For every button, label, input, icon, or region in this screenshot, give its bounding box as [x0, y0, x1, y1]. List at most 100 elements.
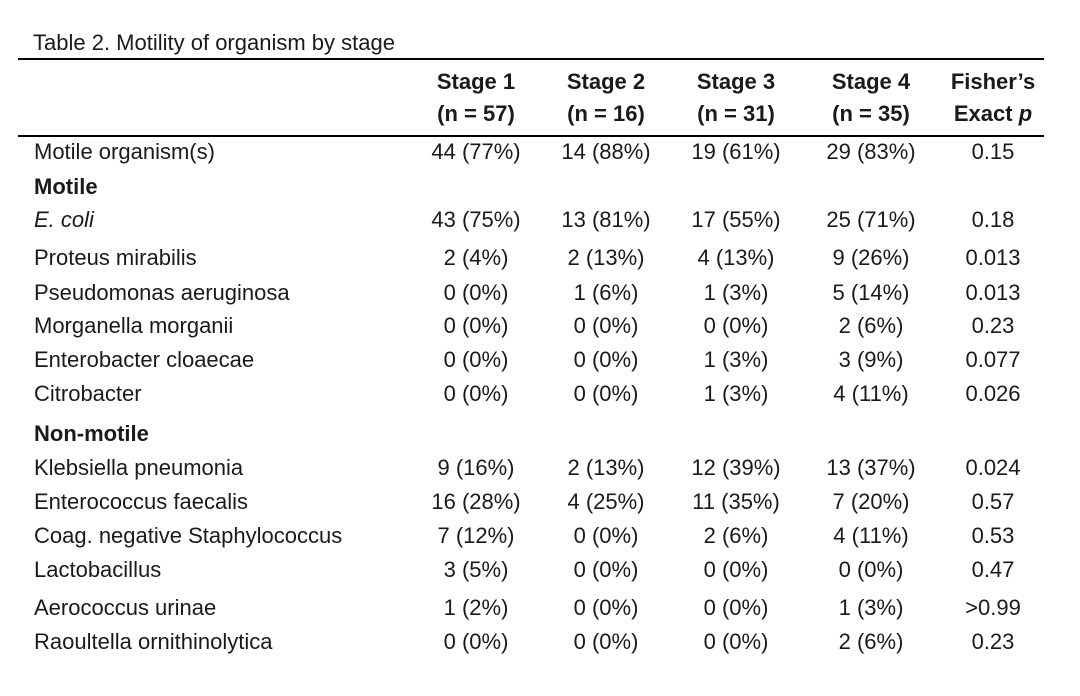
- column-header-line2: (n = 35): [832, 101, 910, 126]
- table-cell: 13 (37%): [826, 455, 916, 480]
- table-cell: 0.18: [971, 207, 1015, 232]
- table-cell: 0 (0%): [573, 629, 639, 654]
- row-label: Citrobacter: [34, 381, 142, 406]
- table-cell: 0.23: [971, 629, 1015, 654]
- table-cell: 0.23: [971, 313, 1015, 338]
- table-row: Pseudomonas aeruginosa 0 (0%) 1 (6%) 1 (3%)…: [0, 276, 1080, 310]
- table-cell: 1 (3%): [838, 595, 904, 620]
- row-label: E. coli: [34, 207, 94, 232]
- table-cell: 7 (12%): [437, 523, 515, 548]
- table-cell: 0 (0%): [443, 313, 509, 338]
- top-rule: [18, 58, 1044, 60]
- column-header-line2: (n = 31): [697, 101, 775, 126]
- section-label: Motile: [34, 174, 98, 199]
- column-header-line2: Exact p: [951, 98, 1035, 130]
- table-cell: 0 (0%): [443, 381, 509, 406]
- table-cell: 17 (55%): [691, 207, 781, 232]
- row-label: Klebsiella pneumonia: [34, 455, 244, 480]
- table-cell: 2 (6%): [838, 629, 904, 654]
- table-row: Motile organism(s) 44 (77%) 14 (88%) 19 (61…: [0, 135, 1080, 169]
- table-cell: 2 (6%): [838, 313, 904, 338]
- table-cell: 19 (61%): [691, 139, 781, 164]
- table-cell: 0 (0%): [443, 629, 509, 654]
- table-cell: 4 (13%): [697, 245, 775, 270]
- table-cell: 11 (35%): [692, 489, 780, 514]
- table-row: Raoultella ornithinolytica 0 (0%) 0 (0%) 0 …: [0, 625, 1080, 659]
- table-cell: 13 (81%): [561, 207, 651, 232]
- table-cell: 14 (88%): [561, 139, 651, 164]
- column-header-line1: Stage 3: [696, 69, 776, 94]
- table-cell: 43 (75%): [431, 207, 521, 232]
- table-cell: 2 (6%): [703, 523, 769, 548]
- column-header-line2-text: Exact p: [953, 101, 1033, 126]
- table-cell: 0.47: [971, 557, 1015, 582]
- table-cell: 0.013: [965, 245, 1021, 270]
- table-row: Coag. negative Staphylococcus 7 (12%) 0 (0…: [0, 519, 1080, 553]
- table-row: Enterococcus faecalis 16 (28%) 4 (25%) 11 (…: [0, 485, 1080, 519]
- row-label: Morganella morganii: [34, 313, 234, 338]
- table-cell: 2 (13%): [567, 245, 645, 270]
- column-header-line1: Fisher’s: [950, 69, 1036, 94]
- column-header-line1: Stage 4: [831, 69, 911, 94]
- table-cell: 0.077: [965, 347, 1021, 372]
- row-label: Enterobacter cloaecae: [34, 347, 255, 372]
- row-label: Aerococcus urinae: [34, 595, 217, 620]
- table-cell: 1 (2%): [443, 595, 509, 620]
- column-header-stage-1: Stage 1 (n = 57): [437, 66, 515, 130]
- table-cell: 1 (3%): [703, 280, 769, 305]
- table-cell: 1 (6%): [573, 280, 639, 305]
- table-cell: 9 (26%): [832, 245, 910, 270]
- table-cell: 0.026: [965, 381, 1021, 406]
- table-cell: 0 (0%): [573, 347, 639, 372]
- table-row: Citrobacter 0 (0%) 0 (0%) 1 (3%) 4 (11%) 0.02…: [0, 377, 1080, 411]
- column-header-line2: (n = 16): [567, 101, 645, 126]
- row-label: Proteus mirabilis: [34, 245, 197, 270]
- table-row: Morganella morganii 0 (0%) 0 (0%) 0 (0%) 2 (…: [0, 309, 1080, 343]
- column-header-fishers-p: Fisher’s Exact p: [951, 66, 1035, 130]
- column-header-stage-2: Stage 2 (n = 16): [567, 66, 645, 130]
- table-cell: 1 (3%): [703, 381, 769, 406]
- table-cell: 0 (0%): [703, 313, 769, 338]
- table-cell: 0.013: [965, 280, 1021, 305]
- table-cell: 0 (0%): [443, 280, 509, 305]
- row-label: Coag. negative Staphylococcus: [34, 523, 343, 548]
- section-row: Motile: [0, 170, 1080, 204]
- table-caption: Table 2. Motility of organism by stage: [33, 30, 395, 55]
- table-cell: 0 (0%): [573, 557, 639, 582]
- column-header-line1: Stage 2: [566, 69, 646, 94]
- table-cell: 5 (14%): [832, 280, 910, 305]
- column-header-stage-3: Stage 3 (n = 31): [697, 66, 775, 130]
- table-row: Proteus mirabilis 2 (4%) 2 (13%) 4 (13%) 9 (…: [0, 241, 1080, 275]
- table-cell: 0.57: [971, 489, 1015, 514]
- row-label: Lactobacillus: [34, 557, 162, 582]
- table-cell: 0 (0%): [573, 595, 639, 620]
- table-cell: 9 (16%): [437, 455, 515, 480]
- table-cell: 0 (0%): [838, 557, 904, 582]
- table-cell: 0.024: [965, 455, 1021, 480]
- section-label: Non-motile: [34, 421, 149, 446]
- table-cell: 25 (71%): [826, 207, 916, 232]
- table-cell: 1 (3%): [703, 347, 769, 372]
- table-cell: 4 (11%): [833, 523, 909, 548]
- column-header-stage-4: Stage 4 (n = 35): [832, 66, 910, 130]
- table-row: Klebsiella pneumonia 9 (16%) 2 (13%) 12 (39…: [0, 451, 1080, 485]
- table-cell: 0 (0%): [703, 629, 769, 654]
- table-cell: 0 (0%): [573, 381, 639, 406]
- table-cell: 3 (9%): [838, 347, 904, 372]
- table-cell: 2 (4%): [443, 245, 509, 270]
- table-cell: 0 (0%): [443, 347, 509, 372]
- table-cell: 0.53: [971, 523, 1015, 548]
- row-label: Pseudomonas aeruginosa: [34, 280, 290, 305]
- table-cell: 4 (11%): [833, 381, 909, 406]
- table-cell: 0.15: [971, 139, 1015, 164]
- table-cell: 0 (0%): [703, 595, 769, 620]
- table-cell: 29 (83%): [826, 139, 916, 164]
- row-label: Enterococcus faecalis: [34, 489, 248, 514]
- section-row: Non-motile: [0, 417, 1080, 451]
- table-cell: >0.99: [965, 595, 1021, 620]
- table-row: Aerococcus urinae 1 (2%) 0 (0%) 0 (0%) 1 (3%…: [0, 591, 1080, 625]
- table-cell: 7 (20%): [832, 489, 910, 514]
- column-header-line1: Stage 1: [436, 69, 516, 94]
- p-italic: p: [1018, 101, 1033, 126]
